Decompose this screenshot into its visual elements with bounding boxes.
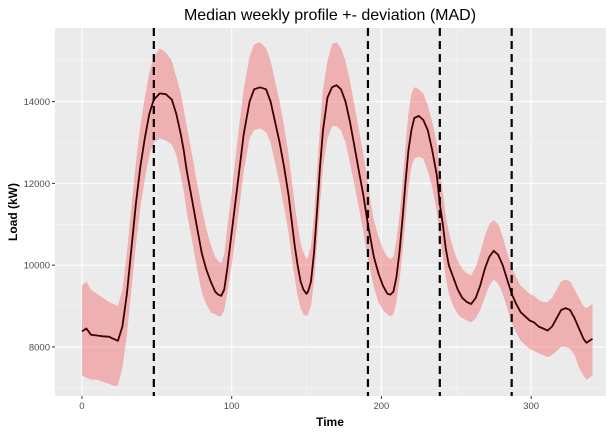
y-tick-label: 10000	[24, 261, 50, 272]
y-tick-label: 12000	[24, 179, 50, 190]
chart-title: Median weekly profile +- deviation (MAD)	[184, 7, 476, 24]
y-tick-label: 14000	[24, 97, 50, 108]
x-tick-label: 200	[373, 401, 389, 412]
x-tick-label: 300	[523, 401, 539, 412]
x-tick-label: 100	[224, 401, 240, 412]
x-tick-label: 0	[79, 401, 84, 412]
y-axis-title: Load (kW)	[6, 183, 20, 241]
median-line-layer	[81, 84, 593, 344]
x-axis-title: Time	[316, 415, 344, 429]
y-axis-ticks: 8000 10000 12000 14000	[24, 97, 55, 353]
median-line	[81, 84, 593, 344]
y-tick-label: 8000	[29, 342, 50, 353]
vertical-lines-layer	[152, 28, 513, 396]
x-axis-ticks: 0 100 200 300	[79, 396, 539, 412]
grid-minor	[55, 28, 606, 396]
